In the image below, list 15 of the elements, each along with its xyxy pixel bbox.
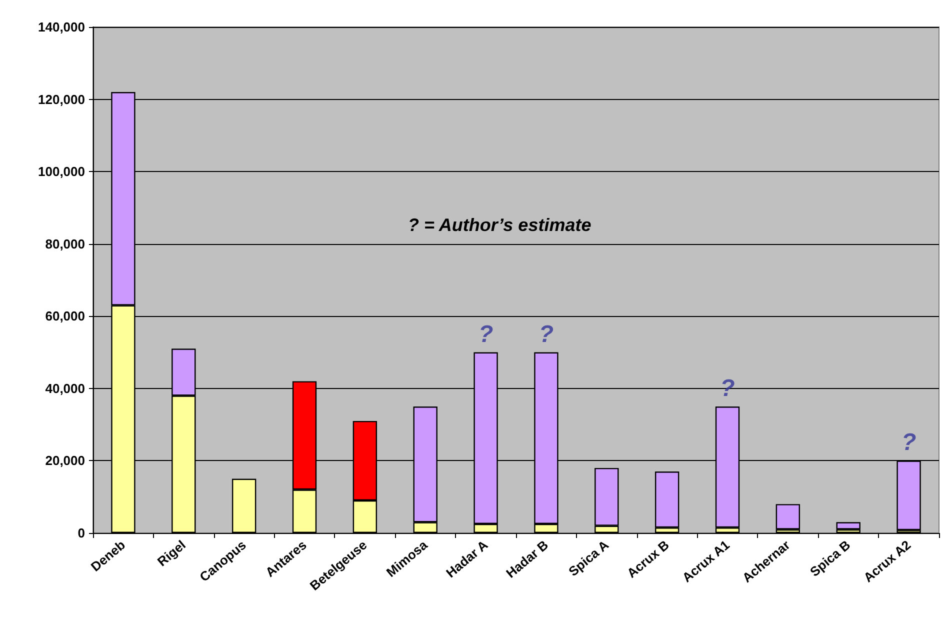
bar xyxy=(776,504,800,530)
annotation: ? xyxy=(478,320,494,348)
y-tick-label: 120,000 xyxy=(38,92,85,107)
y-tick-label: 60,000 xyxy=(45,308,85,324)
y-tick-label: 100,000 xyxy=(38,164,85,180)
annotation: ? = Author’s estimate xyxy=(408,215,592,235)
y-tick-label: 40,000 xyxy=(45,380,85,396)
annotation: ? xyxy=(538,320,554,348)
bar xyxy=(232,478,256,533)
y-tick-label: 140,000 xyxy=(38,20,85,34)
bar xyxy=(836,522,860,530)
y-tick-label: 80,000 xyxy=(45,236,85,252)
y-tick-label: 20,000 xyxy=(45,453,85,468)
annotation: ? xyxy=(901,429,916,456)
y-tick-label: 0 xyxy=(78,526,85,540)
